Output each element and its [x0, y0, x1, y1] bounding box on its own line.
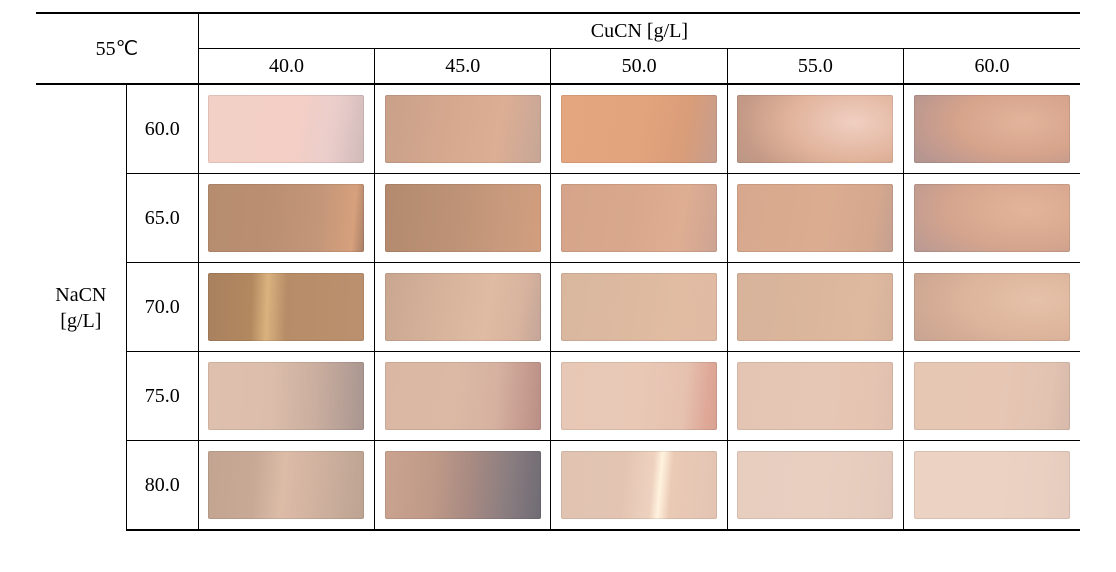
col-header: 50.0 [551, 49, 727, 85]
table-row: 80.0 [36, 441, 1080, 531]
y-axis-title-line1: NaCN [55, 284, 106, 306]
sample-swatch [208, 451, 364, 519]
y-axis-title: NaCN [g/L] [36, 84, 126, 530]
row-header: 80.0 [126, 441, 198, 531]
sample-swatch [385, 184, 541, 252]
sample-swatch [561, 362, 717, 430]
row-header: 65.0 [126, 174, 198, 263]
sample-swatch [914, 95, 1070, 163]
sample-swatch [208, 362, 364, 430]
table-row: 75.0 [36, 352, 1080, 441]
sample-swatch [208, 273, 364, 341]
row-header: 70.0 [126, 263, 198, 352]
sample-swatch [737, 184, 893, 252]
col-header: 40.0 [198, 49, 374, 85]
row-header: 60.0 [126, 84, 198, 174]
corner-condition: 55℃ [36, 13, 198, 84]
sample-swatch [737, 451, 893, 519]
sample-swatch [737, 273, 893, 341]
col-header: 45.0 [375, 49, 551, 85]
col-header: 55.0 [727, 49, 903, 85]
hull-cell-matrix: 55℃ CuCN [g/L] 40.0 45.0 50.0 55.0 60.0 … [36, 12, 1080, 531]
sample-swatch [208, 184, 364, 252]
table-row: NaCN [g/L] 60.0 [36, 84, 1080, 174]
sample-swatch [914, 273, 1070, 341]
sample-swatch [561, 451, 717, 519]
col-header: 60.0 [904, 49, 1080, 85]
x-axis-title: CuCN [g/L] [198, 13, 1080, 49]
sample-swatch [737, 95, 893, 163]
y-axis-title-line2: [g/L] [60, 310, 101, 332]
sample-swatch [561, 273, 717, 341]
row-header: 75.0 [126, 352, 198, 441]
corner-condition-text: 55℃ [96, 38, 138, 60]
table-row: 65.0 [36, 174, 1080, 263]
sample-swatch [737, 362, 893, 430]
sample-swatch [561, 184, 717, 252]
table-row: 70.0 [36, 263, 1080, 352]
sample-swatch [914, 451, 1070, 519]
sample-swatch [561, 95, 717, 163]
sample-swatch [914, 362, 1070, 430]
sample-swatch [385, 451, 541, 519]
sample-swatch [385, 273, 541, 341]
sample-swatch [385, 95, 541, 163]
x-axis-title-text: CuCN [g/L] [591, 20, 688, 42]
sample-swatch [385, 362, 541, 430]
sample-swatch [914, 184, 1070, 252]
sample-swatch [208, 95, 364, 163]
